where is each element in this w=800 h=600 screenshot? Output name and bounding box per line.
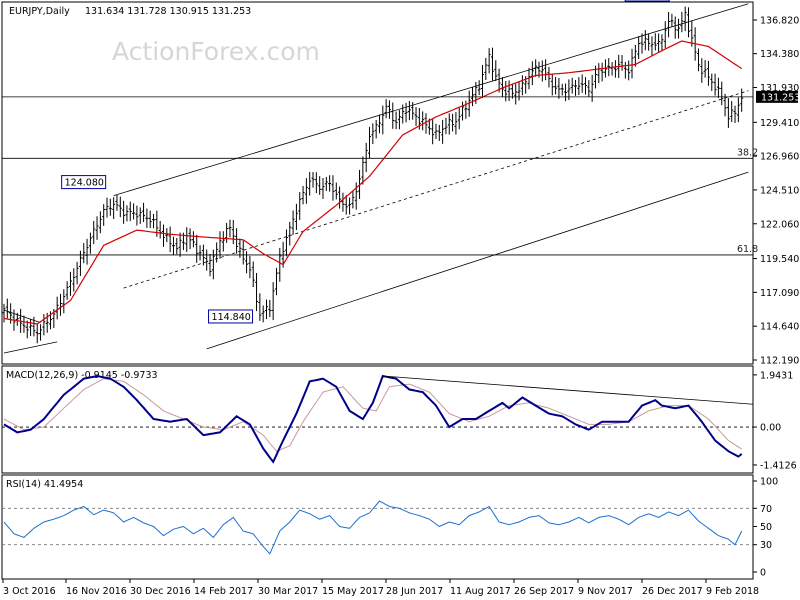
price-y-tick-label: 124.510 [760, 185, 799, 196]
rsi-title: RSI(14) 41.4954 [6, 479, 83, 490]
price-lines: 38.2 61.8 [2, 3, 758, 354]
rsi-y-tick-label: 100 [760, 477, 778, 488]
macd-title: MACD(12,26,9) -0.9145 -0.9733 [6, 370, 158, 381]
x-tick-label: 3 Oct 2016 [3, 586, 56, 597]
macd-y-tick-label: 1.9431 [760, 370, 793, 381]
x-tick-label: 14 Feb 2017 [194, 586, 253, 597]
macd-line [3, 374, 743, 464]
price-ohlc: 131.634 131.728 130.915 131.253 [85, 6, 251, 17]
price-y-tick-label: 114.640 [760, 322, 799, 333]
price-annotation-box [624, 0, 670, 2]
price-y-tick-label: 119.540 [760, 254, 799, 265]
rsi-y-tick-label: 70 [760, 504, 772, 515]
macd-trendline [382, 375, 754, 405]
macd-y-tick-label: 0.00 [760, 423, 781, 434]
last-price-tag-box [756, 90, 798, 103]
x-tick-label: 11 Aug 2017 [450, 586, 511, 597]
macd-y-axis: 1.9431 0.00 -1.4126 [753, 370, 797, 471]
price-annotations: 131.253 137.490 124.080 114.840 [61, 0, 800, 324]
rsi-y-tick-label: 50 [760, 522, 772, 533]
rsi-y-tick-label: 0 [760, 568, 766, 579]
x-tick-label: 16 Nov 2016 [66, 586, 127, 597]
price-annotation-box [61, 175, 107, 190]
channel-mid-line [123, 90, 749, 289]
price-annotation-label: 124.080 [65, 178, 104, 189]
rsi-line [2, 500, 753, 555]
macd-signal-line [3, 378, 742, 452]
channel-upper-line [113, 3, 749, 196]
rsi-y-tick-label: 30 [760, 540, 772, 551]
macd-y-tick-label: -1.4126 [760, 460, 797, 471]
price-annotation-label: 137.490 [628, 0, 667, 1]
price-y-tick-label: 136.820 [760, 16, 799, 27]
x-tick-label: 28 Jun 2017 [386, 586, 443, 597]
macd-panel-frame [1, 365, 754, 474]
x-tick-label: 9 Nov 2017 [578, 586, 633, 597]
fib-level-label: 61.8 [737, 244, 758, 255]
macd-lines [2, 374, 754, 464]
price-y-tick-label: 122.060 [760, 219, 799, 230]
price-annotation-label: 114.840 [212, 312, 251, 323]
x-tick-label: 30 Mar 2017 [258, 586, 318, 597]
price-annotation-box [208, 309, 254, 324]
x-tick-label: 30 Dec 2016 [130, 586, 191, 597]
price-y-tick-label: 112.190 [760, 356, 799, 367]
early-lower-line [3, 341, 58, 354]
x-axis: 3 Oct 2016 16 Nov 2016 30 Dec 2016 14 Feb 2… [2, 579, 759, 597]
early-upper-line [3, 309, 41, 323]
x-tick-label: 26 Dec 2017 [642, 586, 703, 597]
price-panel-frame [1, 1, 754, 365]
price-y-tick-label: 117.090 [760, 288, 799, 299]
x-tick-label: 15 May 2017 [322, 586, 384, 597]
x-tick-label: 9 Feb 2018 [706, 586, 759, 597]
price-y-tick-label: 129.410 [760, 118, 799, 129]
channel-lower-line [206, 171, 749, 350]
price-title: EURJPY,Daily [9, 6, 70, 17]
moving-average-line [3, 40, 743, 325]
rsi-y-axis: 100 70 50 30 0 [753, 477, 778, 579]
price-y-axis: 136.820 134.380 131.930 129.410 126.960 124.5… [753, 16, 799, 367]
x-tick-label: 26 Sep 2017 [514, 586, 574, 597]
last-price-tag: 131.253 [761, 92, 800, 103]
fib-level-label: 38.2 [737, 147, 758, 158]
watermark: ActionForex.com [112, 37, 320, 66]
price-y-tick-label: 126.960 [760, 152, 799, 163]
price-moving-average [3, 40, 743, 325]
rsi-line [3, 500, 743, 555]
price-y-tick-label: 131.930 [760, 83, 799, 94]
price-y-tick-label: 134.380 [760, 49, 799, 60]
